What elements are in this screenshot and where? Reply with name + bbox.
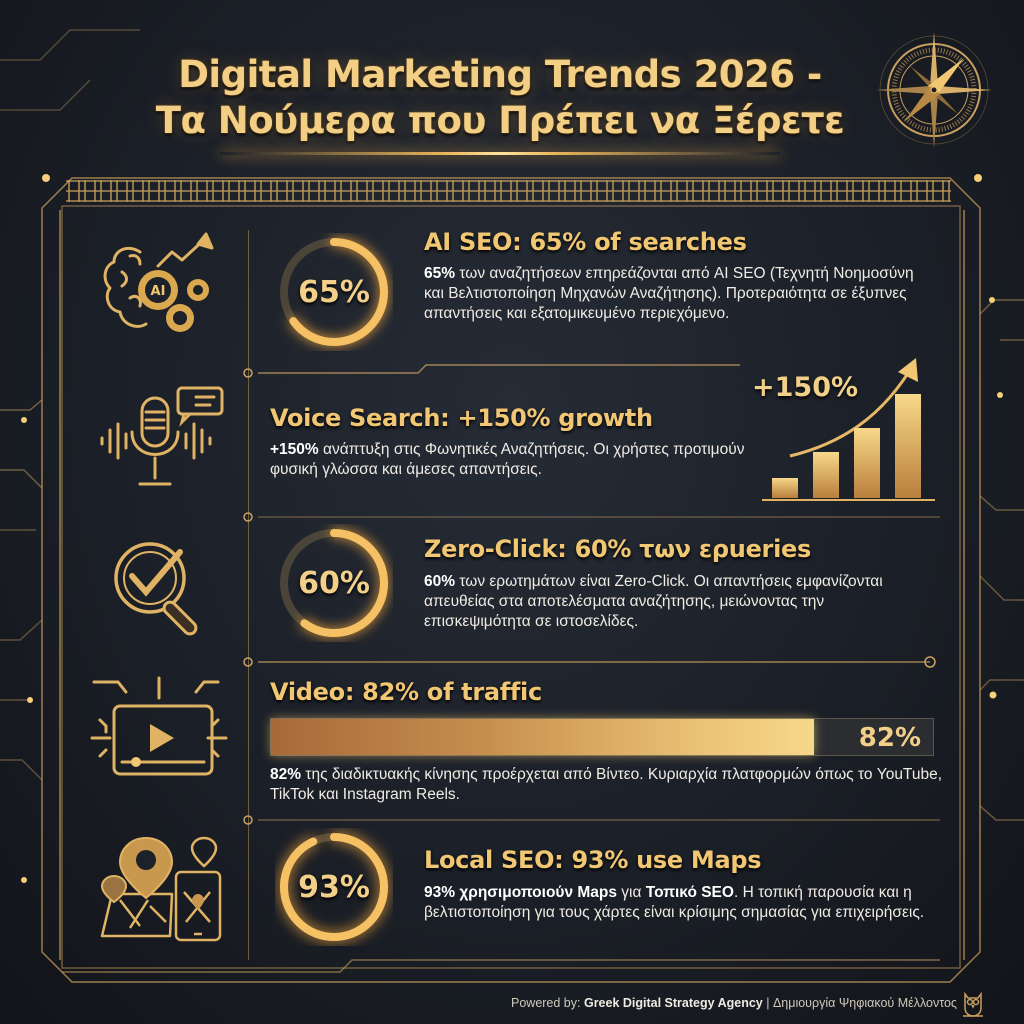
page-title: Digital Marketing Trends 2026 - Τα Νούμε… (130, 52, 870, 144)
section-desc-voice-search: +150% ανάπτυξη στις Φωνητικές Αναζητήσει… (270, 440, 760, 480)
desc-highlight-2: Τοπικό SEO (645, 884, 734, 901)
section-title-zero-click: Zero-Click: 60% των ερueries (424, 535, 811, 563)
desc-text: της διαδικτυακής κίνησης προέρχεται από … (270, 766, 942, 803)
microphone-icon (100, 386, 224, 486)
video-progress-bar: 82% (270, 718, 934, 756)
greek-key-border (66, 180, 951, 202)
compass-icon (876, 32, 992, 148)
progress-ring-ai-seo (280, 238, 388, 346)
desc-highlight: 82% (270, 766, 302, 783)
footer-tagline: | Δημιουργία Ψηφιακού Μέλλοντος (762, 996, 957, 1010)
svg-text:AI: AI (151, 284, 166, 299)
video-progress-value: 82% (858, 723, 921, 753)
progress-ring-local-seo (280, 833, 388, 941)
section-desc-video: 82% της διαδικτυακής κίνησης προέρχεται … (270, 765, 950, 805)
section-title-video: Video: 82% of traffic (270, 678, 542, 706)
owl-icon (963, 991, 983, 1017)
search-check-icon (114, 542, 198, 636)
map-pin-phone-icon (100, 836, 222, 942)
ring-value-zero-click: 60% (298, 565, 370, 601)
desc-text: των ερωτημάτων είναι Zero-Click. Οι απαν… (424, 573, 883, 630)
footer-credit: Powered by: Greek Digital Strategy Agenc… (511, 996, 957, 1010)
desc-highlight: 60% (424, 573, 456, 590)
growth-bar-chart-icon (762, 358, 935, 501)
title-line-2: Τα Νούμερα που Πρέπει να Ξέρετε (155, 99, 845, 142)
section-desc-zero-click: 60% των ερωτημάτων είναι Zero-Click. Οι … (424, 572, 934, 632)
growth-chart-label: +150% (752, 372, 859, 403)
footer-agency-name: Greek Digital Strategy Agency (583, 996, 763, 1010)
desc-highlight: 93% χρησιμοποιούν Maps (424, 884, 617, 901)
section-desc-local-seo: 93% χρησιμοποιούν Maps για Τοπικό SEO. Η… (424, 883, 944, 923)
ai-brain-gears-icon: AI (103, 232, 214, 332)
desc-highlight: 65% (424, 265, 456, 282)
column-divider (248, 230, 249, 960)
footer-prefix: Powered by: (511, 996, 584, 1010)
progress-ring-zero-click (280, 529, 388, 637)
desc-text: . Η τοπική παρουσία και η βελτιστοποίηση… (424, 884, 925, 921)
ring-value-local-seo: 93% (298, 869, 370, 905)
section-title-ai-seo: AI SEO: 65% of searches (424, 228, 747, 256)
desc-text: των αναζητήσεων επηρεάζονται από AI SEO … (424, 265, 914, 322)
title-underline-glow (220, 152, 780, 155)
title-line-1: Digital Marketing Trends 2026 - (178, 53, 822, 96)
video-progress-fill (271, 719, 814, 755)
video-player-icon (90, 676, 228, 776)
ring-value-ai-seo: 65% (298, 274, 370, 310)
desc-text: για (617, 884, 646, 901)
desc-text: ανάπτυξη στις Φωνητικές Αναζητήσεις. Οι … (270, 441, 745, 478)
section-title-local-seo: Local SEO: 93% use Maps (424, 846, 762, 874)
section-desc-ai-seo: 65% των αναζητήσεων επηρεάζονται από AI … (424, 264, 924, 324)
section-title-voice-search: Voice Search: +150% growth (270, 404, 653, 432)
desc-highlight: +150% (270, 441, 319, 458)
